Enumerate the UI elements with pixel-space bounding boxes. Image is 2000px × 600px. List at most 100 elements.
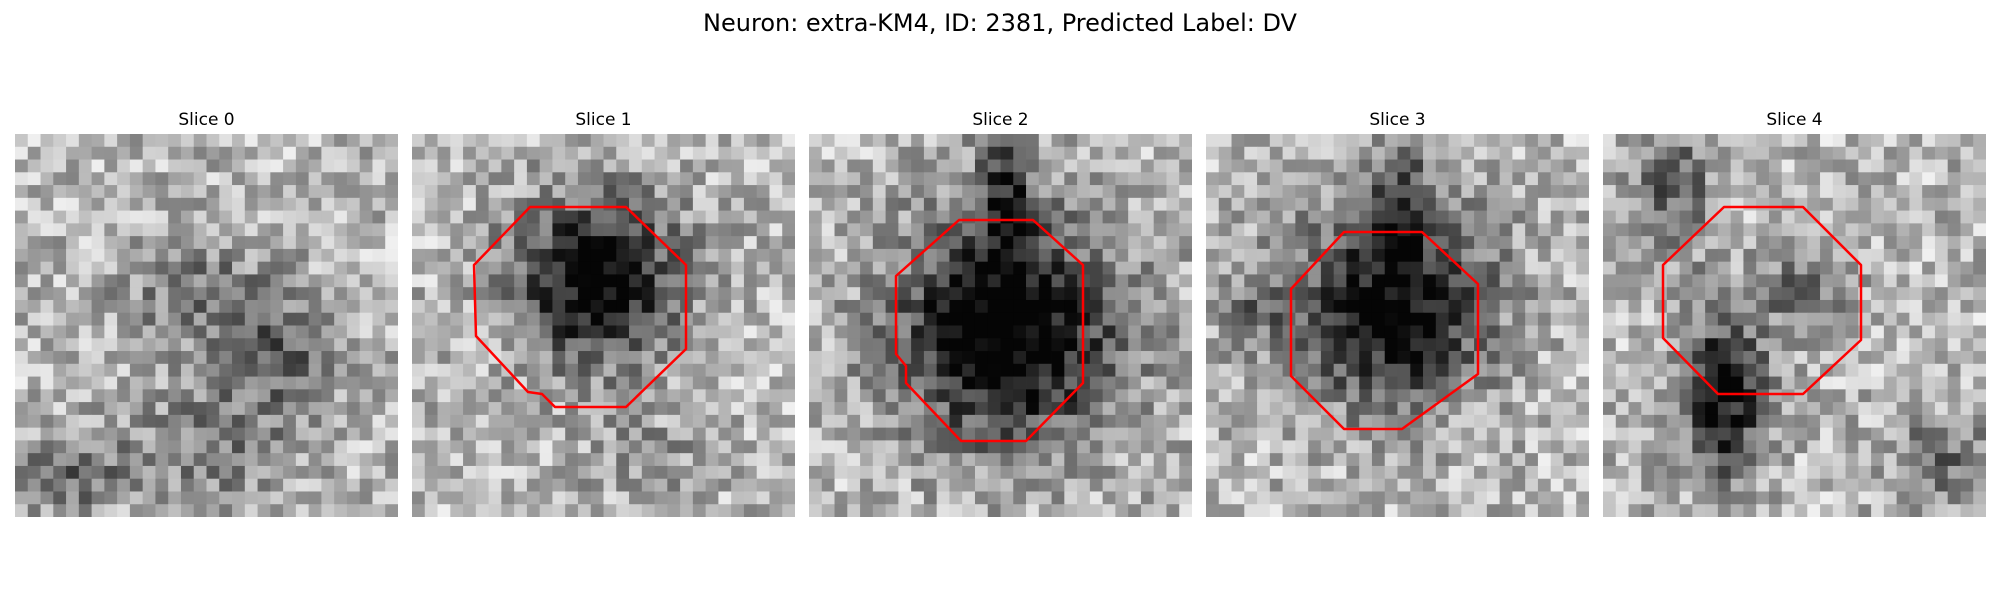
pixel-cell: [1166, 389, 1180, 403]
pixel-cell: [180, 236, 195, 250]
pixel-cell: [1486, 351, 1501, 365]
pixel-cell: [1909, 210, 1923, 224]
pixel-cell: [1845, 338, 1859, 352]
pixel-cell: [1781, 351, 1795, 365]
pixel-cell: [1269, 312, 1283, 326]
pixel-cell: [488, 287, 502, 301]
pixel-cell: [1807, 287, 1821, 301]
pixel-cell: [1128, 363, 1142, 377]
pixel-cell: [257, 274, 271, 288]
pixel-cell: [1295, 325, 1309, 339]
pixel-cell: [809, 402, 823, 416]
pixel-cell: [359, 236, 373, 250]
pixel-cell: [872, 453, 886, 467]
pixel-cell: [206, 274, 220, 288]
pixel-cell: [1153, 172, 1167, 186]
pixel-cell: [1832, 159, 1846, 173]
pixel-cell: [1102, 312, 1116, 326]
pixel-cell: [1550, 312, 1564, 326]
pixel-cell: [949, 376, 963, 390]
pixel-cell: [346, 453, 361, 467]
pixel-cell: [1628, 299, 1642, 314]
pixel-cell: [1423, 478, 1437, 492]
pixel-cell: [385, 261, 398, 275]
pixel-cell: [987, 159, 1001, 173]
pixel-cell: [1794, 248, 1808, 263]
pixel-cell: [821, 159, 835, 173]
pixel-cell: [424, 504, 438, 517]
pixel-cell: [1768, 351, 1783, 365]
pixel-cell: [718, 376, 732, 390]
pixel-cell: [936, 261, 950, 275]
pixel-cell: [1397, 478, 1411, 492]
pixel-cell: [514, 440, 528, 454]
pixel-cell: [1705, 146, 1719, 160]
pixel-cell: [1140, 299, 1155, 314]
pixel-cell: [1257, 491, 1271, 505]
pixel-cell: [847, 465, 861, 480]
pixel-cell: [1679, 478, 1693, 492]
pixel-cell: [1089, 351, 1104, 365]
pixel-cell: [1883, 414, 1898, 429]
pixel-cell: [1461, 146, 1475, 160]
pixel-cell: [78, 274, 92, 288]
pixel-cell: [283, 440, 297, 454]
pixel-cell: [1295, 363, 1309, 377]
pixel-cell: [743, 274, 758, 288]
pixel-cell: [769, 287, 783, 301]
pixel-cell: [1026, 440, 1040, 454]
pixel-cell: [1346, 363, 1360, 377]
pixel-cell: [1973, 338, 1986, 352]
pixel-cell: [155, 402, 169, 416]
pixel-cell: [834, 389, 848, 403]
pixel-cell: [1730, 325, 1744, 339]
pixel-cell: [1384, 504, 1398, 517]
pixel-cell: [15, 427, 29, 441]
pixel-cell: [1051, 427, 1065, 441]
pixel-cell: [463, 299, 477, 314]
pixel-cell: [1922, 185, 1936, 199]
pixel-cell: [616, 210, 630, 224]
pixel-cell: [1499, 299, 1513, 314]
pixel-cell: [911, 210, 925, 224]
pixel-cell: [1512, 504, 1526, 517]
pixel-cell: [1423, 248, 1437, 263]
pixel-cell: [1231, 312, 1245, 326]
pixel-cell: [1089, 299, 1104, 314]
pixel-cell: [450, 159, 464, 173]
pixel-cell: [1525, 185, 1539, 199]
pixel-cell: [809, 427, 823, 441]
pixel-cell: [514, 159, 528, 173]
pixel-cell: [180, 453, 195, 467]
pixel-cell: [385, 504, 398, 517]
pixel-cell: [1922, 287, 1936, 301]
pixel-cell: [552, 223, 566, 237]
pixel-cell: [1448, 338, 1462, 352]
pixel-cell: [232, 504, 246, 517]
pixel-cell: [1537, 274, 1552, 288]
pixel-cell: [1845, 465, 1859, 480]
pixel-cell: [117, 197, 131, 211]
pixel-cell: [1973, 248, 1986, 263]
pixel-cell: [78, 299, 92, 314]
pixel-cell: [936, 351, 950, 365]
pixel-cell: [1371, 338, 1386, 352]
pixel-cell: [168, 414, 182, 429]
pixel-cell: [936, 389, 950, 403]
pixel-cell: [514, 248, 528, 263]
pixel-cell: [283, 325, 297, 339]
pixel-cell: [1026, 261, 1040, 275]
pixel-cell: [629, 146, 643, 160]
pixel-cell: [1922, 134, 1936, 148]
pixel-cell: [1550, 261, 1564, 275]
pixel-cell: [129, 299, 144, 314]
pixel-cell: [590, 210, 604, 224]
pixel-cell: [346, 504, 361, 517]
pixel-cell: [1563, 312, 1577, 326]
pixel-cell: [616, 248, 630, 263]
pixel-cell: [1359, 389, 1373, 403]
pixel-cell: [244, 312, 258, 326]
pixel-cell: [475, 299, 489, 314]
pixel-cell: [53, 261, 67, 275]
pixel-cell: [1410, 427, 1424, 441]
